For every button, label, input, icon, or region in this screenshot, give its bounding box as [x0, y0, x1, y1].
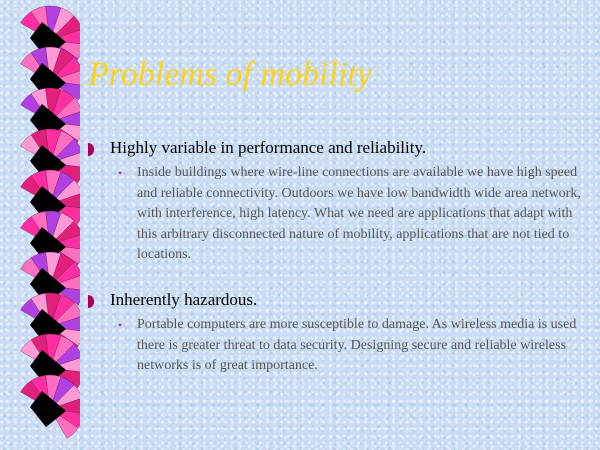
fan-wedge	[49, 97, 80, 123]
bullet-marker-icon	[88, 143, 94, 156]
fan-wedge	[49, 302, 80, 328]
fan-wedge	[49, 179, 80, 205]
sub-bullet-dot-icon: •	[118, 318, 123, 332]
bullet-text-2: Inherently hazardous.	[110, 290, 258, 309]
sub-bullet-text-2: Portable computers are more susceptible …	[137, 317, 577, 373]
fan-wedge	[49, 343, 80, 369]
fan-wedge	[49, 384, 80, 410]
fan-wedge	[49, 15, 80, 41]
fan-wedge	[49, 138, 80, 164]
slide-title: Problems of mobility	[88, 56, 372, 93]
fan-wedge	[49, 220, 80, 246]
diamond-accent	[30, 391, 66, 427]
fan-wedge	[49, 56, 80, 82]
fan-wedge	[49, 261, 80, 287]
bullet-marker-icon	[88, 295, 94, 308]
sub-bullet-text-1: Inside buildings where wire-line connect…	[137, 165, 581, 262]
sub-bullet-1: • Inside buildings where wire-line conne…	[118, 163, 588, 266]
bullet-text-1: Highly variable in performance and relia…	[110, 138, 427, 157]
sub-bullet-2: • Portable computers are more susceptibl…	[118, 315, 588, 377]
decorative-fan-border	[20, 5, 80, 439]
fan-ornament	[20, 374, 80, 439]
sub-bullet-dot-icon: •	[118, 166, 123, 180]
